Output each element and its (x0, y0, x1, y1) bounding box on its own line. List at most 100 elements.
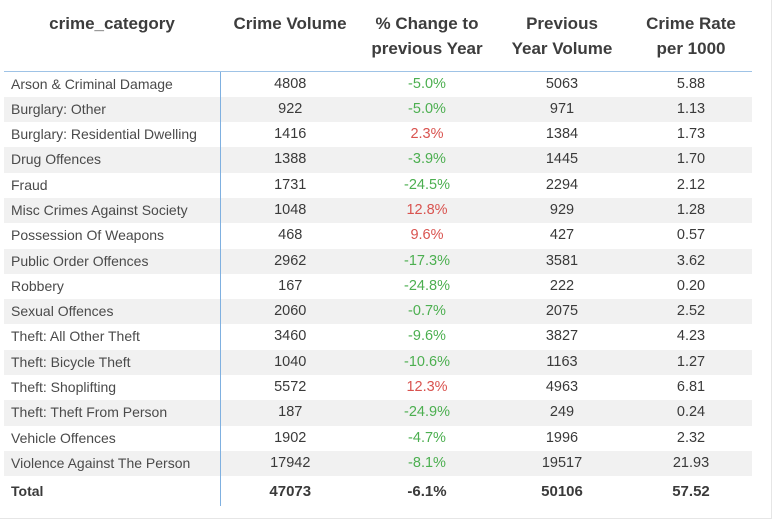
table-row[interactable]: Burglary: Other 922 -5.0% 971 1.13 (4, 96, 752, 123)
row-percent-change: 2.3% (410, 126, 444, 143)
row-percent-change: -10.6% (360, 349, 494, 376)
table-row[interactable]: Misc Crimes Against Society 1048 12.8% 929 1… (4, 197, 752, 224)
row-crime-volume: 1040 (220, 349, 360, 376)
row-percent-change: -5.0% (360, 96, 494, 123)
row-previous-year-volume: 249 (494, 400, 630, 426)
row-crime-rate: 5.88 (676, 75, 706, 92)
row-previous-year-volume: 1445 (494, 147, 630, 173)
row-crime-rate: 21.93 (630, 450, 752, 477)
row-crime-volume: 922 (220, 96, 360, 123)
row-crime-category: Theft: Shoplifting (4, 375, 221, 401)
row-crime-rate: 3.62 (630, 248, 752, 274)
header-crime-category[interactable]: crime_category (4, 4, 220, 72)
total-crime-volume: 47073 (269, 482, 312, 500)
row-crime-rate: 1.28 (630, 197, 752, 224)
table-row[interactable]: Theft: Theft From Person 187 -24.9% 249 0.24 (4, 400, 752, 426)
row-crime-category: Burglary: Other (4, 96, 221, 123)
row-crime-rate: 0.57 (676, 227, 706, 244)
row-crime-volume: 2060 (220, 299, 360, 325)
table-row[interactable]: Public Order Offences 2962 -17.3% 3581 3.62 (4, 248, 752, 274)
row-percent-change: -17.3% (360, 248, 494, 274)
table-row[interactable]: Drug Offences 1388 -3.9% 1445 1.70 (4, 147, 752, 173)
row-crime-category: Theft: Theft From Person (4, 400, 221, 426)
row-percent-change: -0.7% (360, 299, 494, 325)
row-crime-category: Public Order Offences (4, 248, 221, 274)
table-row[interactable]: Theft: Shoplifting 5572 12.3% 4963 6.81 (4, 375, 752, 401)
row-percent-change: -24.5% (404, 176, 450, 193)
table-total-row: Total 47073 -6.1% 50106 57.52 (4, 476, 752, 507)
row-percent-change: -5.0% (408, 75, 446, 92)
table-row[interactable]: Vehicle Offences 1902 -4.7% 1996 2.32 (4, 425, 752, 451)
row-previous-year-volume: 4963 (545, 379, 579, 396)
row-crime-volume: 1388 (220, 147, 360, 173)
table-row[interactable]: Possession Of Weapons 468 9.6% 427 0.57 (4, 223, 752, 249)
table-header: crime_category Crime Volume % Change to … (4, 4, 752, 72)
table-row[interactable]: Robbery 167 -24.8% 222 0.20 (4, 273, 752, 300)
row-crime-category: Fraud (4, 172, 221, 198)
total-label: Total (4, 476, 221, 507)
row-previous-year-volume: 1996 (545, 429, 579, 446)
header-crime-volume[interactable]: Crime Volume (220, 4, 360, 72)
row-crime-rate: 1.73 (676, 126, 706, 143)
row-crime-volume: 17942 (220, 450, 360, 477)
row-crime-volume: 2962 (220, 248, 360, 274)
row-crime-volume: 5572 (274, 379, 307, 396)
row-crime-rate: 1.13 (630, 96, 752, 123)
row-crime-rate: 6.81 (676, 379, 706, 396)
row-previous-year-volume: 971 (494, 96, 630, 123)
row-crime-rate: 2.52 (630, 299, 752, 325)
row-previous-year-volume: 929 (494, 197, 630, 224)
row-previous-year-volume: 19517 (494, 450, 630, 477)
table-body: Arson & Criminal Damage 4808 -5.0% 5063 5.88… (4, 71, 752, 477)
header-previous-year-volume[interactable]: Previous Year Volume (494, 4, 630, 72)
row-percent-change: -24.9% (360, 400, 494, 426)
table-row[interactable]: Arson & Criminal Damage 4808 -5.0% 5063 5.88 (4, 71, 752, 97)
row-crime-volume: 167 (278, 277, 303, 294)
row-crime-volume: 1902 (274, 429, 307, 446)
row-percent-change: -4.7% (408, 429, 446, 446)
row-crime-category: Arson & Criminal Damage (4, 71, 221, 97)
row-previous-year-volume: 1384 (545, 126, 579, 143)
row-percent-change: 9.6% (410, 227, 444, 244)
row-crime-rate: 4.23 (676, 328, 706, 345)
table-row[interactable]: Sexual Offences 2060 -0.7% 2075 2.52 (4, 299, 752, 325)
row-crime-category: Robbery (4, 273, 221, 300)
row-crime-category: Theft: All Other Theft (4, 324, 221, 350)
row-crime-rate: 1.70 (630, 147, 752, 173)
row-crime-category: Burglary: Residential Dwelling (4, 122, 221, 148)
row-crime-category: Theft: Bicycle Theft (4, 349, 221, 376)
total-crime-rate: 57.52 (672, 482, 710, 500)
row-previous-year-volume: 2075 (494, 299, 630, 325)
row-crime-category: Drug Offences (4, 147, 221, 173)
table-row[interactable]: Theft: All Other Theft 3460 -9.6% 3827 4.23 (4, 324, 752, 350)
table-row[interactable]: Theft: Bicycle Theft 1040 -10.6% 1163 1.27 (4, 349, 752, 376)
row-previous-year-volume: 1163 (494, 349, 630, 376)
row-crime-rate: 2.12 (676, 176, 706, 193)
row-crime-volume: 4808 (274, 75, 307, 92)
header-crime-rate[interactable]: Crime Rate per 1000 (630, 4, 752, 72)
row-previous-year-volume: 3581 (494, 248, 630, 274)
row-crime-volume: 1731 (274, 176, 307, 193)
header-percent-change[interactable]: % Change to previous Year (360, 4, 494, 72)
table-row[interactable]: Fraud 1731 -24.5% 2294 2.12 (4, 172, 752, 198)
row-previous-year-volume: 427 (549, 227, 575, 244)
row-previous-year-volume: 222 (549, 277, 575, 294)
row-crime-category: Violence Against The Person (4, 450, 221, 477)
row-crime-category: Misc Crimes Against Society (4, 197, 221, 224)
row-crime-rate: 0.20 (676, 277, 706, 294)
row-percent-change: -3.9% (360, 147, 494, 173)
row-crime-volume: 3460 (274, 328, 307, 345)
table-row[interactable]: Violence Against The Person 17942 -8.1% 195… (4, 450, 752, 477)
row-percent-change: -24.8% (404, 277, 450, 294)
row-crime-category: Possession Of Weapons (4, 223, 221, 249)
row-previous-year-volume: 5063 (545, 75, 579, 92)
row-crime-rate: 2.32 (676, 429, 706, 446)
row-percent-change: 12.8% (360, 197, 494, 224)
row-crime-category: Sexual Offences (4, 299, 221, 325)
row-crime-rate: 0.24 (630, 400, 752, 426)
row-crime-volume: 1416 (274, 126, 307, 143)
table-row[interactable]: Burglary: Residential Dwelling 1416 2.3% 13… (4, 122, 752, 148)
row-percent-change: -8.1% (360, 450, 494, 477)
row-previous-year-volume: 3827 (545, 328, 579, 345)
total-percent-change: -6.1% (407, 482, 447, 500)
